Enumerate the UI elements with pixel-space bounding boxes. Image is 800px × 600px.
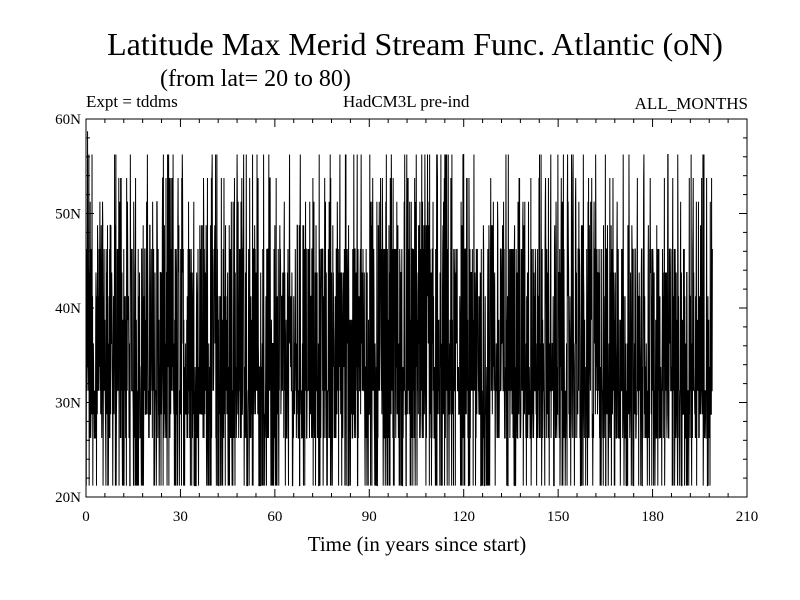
x-tick-label: 60 xyxy=(267,509,282,525)
x-tick-label: 150 xyxy=(547,509,570,525)
x-tick-label: 90 xyxy=(362,509,377,525)
model-label: HadCM3L pre-ind xyxy=(343,92,470,111)
months-label: ALL_MONTHS xyxy=(634,94,748,113)
x-tick-label: 30 xyxy=(173,509,188,525)
chart-subtitle: (from lat= 20 to 80) xyxy=(160,66,351,92)
y-tick-label: 40N xyxy=(55,301,81,317)
chart-title: Latitude Max Merid Stream Func. Atlantic… xyxy=(107,26,723,62)
y-tick-label: 60N xyxy=(55,112,81,128)
series-layer xyxy=(85,131,713,487)
y-tick-label: 20N xyxy=(55,490,81,506)
x-tick-label: 180 xyxy=(641,509,664,525)
x-axis-label: Time (in years since start) xyxy=(307,532,527,556)
x-tick-label: 120 xyxy=(452,509,475,525)
experiment-label: Expt = tddms xyxy=(86,92,178,111)
x-tick-label: 0 xyxy=(82,509,90,525)
x-tick-label: 210 xyxy=(736,509,759,525)
y-tick-label: 50N xyxy=(55,207,81,223)
plot-frame xyxy=(85,118,748,498)
axis-layer: 20N 30N 40N 50N 60N 0 30 60 90 120 150 180 210 xyxy=(55,112,758,525)
series-line xyxy=(85,131,713,487)
y-tick-label: 30N xyxy=(55,396,81,412)
